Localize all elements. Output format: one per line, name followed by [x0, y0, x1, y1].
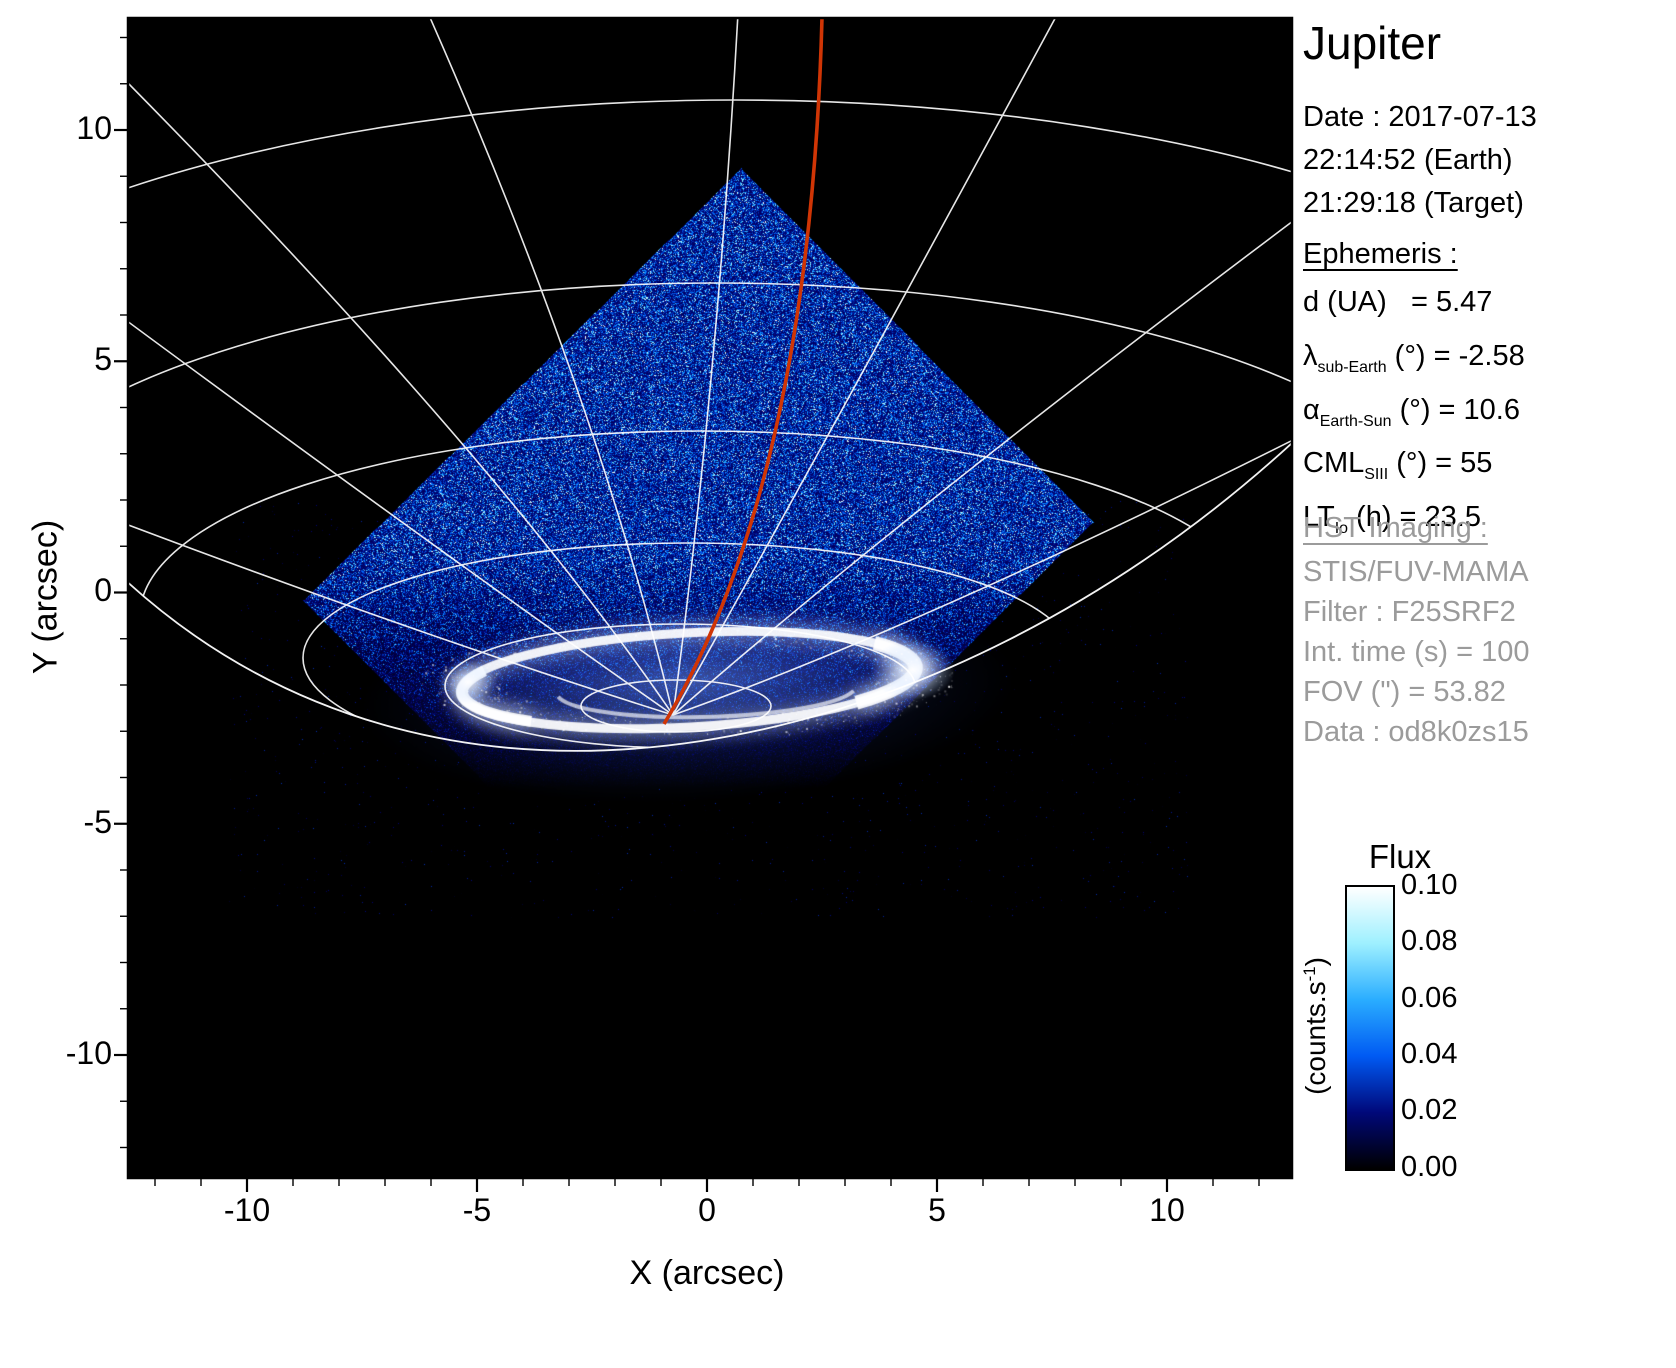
observation-earth: 22:14:52 (Earth) — [1303, 139, 1537, 182]
colorbar-tick-label: 0.06 — [1401, 982, 1457, 1015]
y-tick-label: -5 — [20, 804, 112, 841]
x-axis-label: X (arcsec) — [630, 1254, 785, 1293]
x-tick-label: 0 — [647, 1192, 767, 1229]
observation-block: Date : 2017-07-13 22:14:52 (Earth) 21:29… — [1303, 96, 1537, 225]
hst-filter: Filter : F25SRF2 — [1303, 592, 1529, 632]
colorbar-tick-label: 0.02 — [1401, 1094, 1457, 1127]
x-tick-label: -10 — [187, 1192, 307, 1229]
ephemeris-row: CMLSIII (°) = 55 — [1303, 442, 1525, 496]
colorbar-tick-label: 0.04 — [1401, 1038, 1457, 1071]
x-tick-label: 10 — [1107, 1192, 1227, 1229]
colorbar-tick-label: 0.08 — [1401, 925, 1457, 958]
colorbar-unit-label: (counts.s-1) — [1300, 957, 1332, 1095]
y-tick-label: 5 — [20, 341, 112, 378]
observation-target: 21:29:18 (Target) — [1303, 182, 1537, 225]
figure-root: Y (arcsec) X (arcsec) -10 -5 0 5 10 10 5… — [0, 0, 1676, 1368]
hst-imaging-block: STIS/FUV-MAMA Filter : F25SRF2 Int. time… — [1303, 552, 1529, 752]
y-tick-label: 10 — [20, 110, 112, 147]
colorbar-tick-label: 0.10 — [1401, 869, 1457, 902]
hst-instrument: STIS/FUV-MAMA — [1303, 552, 1529, 592]
x-tick-label: -5 — [417, 1192, 537, 1229]
page-title: Jupiter — [1303, 16, 1441, 70]
ephemeris-table: d (UA) = 5.47 λsub-Earth (°) = -2.58 αEa… — [1303, 281, 1525, 550]
colorbar-tick-label: 0.00 — [1401, 1151, 1457, 1184]
hst-int-time: Int. time (s) = 100 — [1303, 632, 1529, 672]
ephemeris-row: αEarth-Sun (°) = 10.6 — [1303, 389, 1525, 443]
ephemeris-header: Ephemeris : — [1303, 238, 1458, 271]
observation-date: Date : 2017-07-13 — [1303, 96, 1537, 139]
y-tick-label: 0 — [20, 572, 112, 609]
aurora-image-canvas — [128, 18, 1292, 1178]
colorbar-gradient — [1345, 885, 1395, 1171]
ephemeris-row: d (UA) = 5.47 — [1303, 281, 1525, 335]
x-tick-label: 5 — [877, 1192, 997, 1229]
hst-imaging-header: HST Imaging : — [1303, 512, 1488, 545]
y-tick-label: -10 — [20, 1035, 112, 1072]
hst-dataset: Data : od8k0zs15 — [1303, 712, 1529, 752]
ephemeris-row: λsub-Earth (°) = -2.58 — [1303, 335, 1525, 389]
hst-fov: FOV (") = 53.82 — [1303, 672, 1529, 712]
